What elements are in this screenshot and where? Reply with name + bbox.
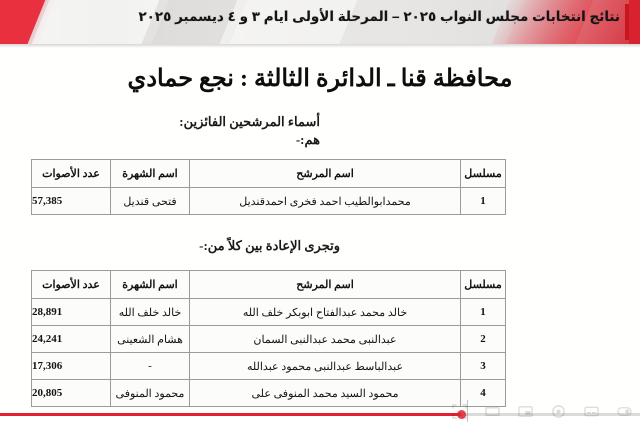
table-row: 2 عبدالنبى محمد عبدالنبى السمان هشام الش… [31, 325, 506, 353]
cell-candidate: محمود السيد محمد المنوفى على [189, 379, 461, 407]
cell-fame: هشام الشعينى [110, 325, 190, 353]
subtitles-icon[interactable] [584, 404, 599, 419]
miniplayer-icon[interactable] [518, 404, 533, 419]
winners-subheading: هم:- [295, 132, 320, 147]
banner-edge-bar-inner [625, 4, 629, 40]
theater-mode-icon[interactable] [485, 404, 500, 419]
header-candidate: اسم المرشح [189, 270, 461, 299]
header-votes: عدد الأصوات [31, 270, 111, 299]
header-votes: عدد الأصوات [31, 159, 111, 188]
results-banner: نتائج انتخابات مجلس النواب ٢٠٢٥ – المرحل… [0, 0, 640, 44]
page-title: محافظة قنا ـ الدائرة الثالثة : نجع حمادي [127, 66, 513, 92]
cell-candidate: عبدالباسط عبدالنبى محمود عبدالله [189, 352, 461, 380]
cell-votes: 20,805 [31, 379, 111, 407]
cell-fame: خالد خلف الله [110, 298, 190, 326]
document-page: محافظة قنا ـ الدائرة الثالثة : نجع حمادي… [0, 46, 640, 422]
banner-edge-bar [629, 0, 640, 44]
cell-seq: 3 [460, 352, 506, 380]
player-divider [467, 400, 468, 422]
winners-table-body: 1 محمدابوالطيب احمد فخرى احمدقنديل فتحى … [31, 187, 506, 215]
table-row: 3 عبدالباسط عبدالنبى محمود عبدالله - 17,… [31, 352, 506, 380]
winners-heading: أسماء المرشحين الفائزين: [179, 114, 320, 129]
cell-candidate: عبدالنبى محمد عبدالنبى السمان [189, 325, 461, 353]
cell-seq: 2 [460, 325, 506, 353]
cell-candidate: محمدابوالطيب احمد فخرى احمدقنديل [189, 187, 461, 215]
header-seq: مسلسل [460, 270, 506, 299]
table-header-row: مسلسل اسم المرشح اسم الشهرة عدد الأصوات [31, 159, 506, 188]
cell-seq: 1 [460, 187, 506, 215]
cell-votes: 17,306 [31, 352, 111, 380]
table-header-row: مسلسل اسم المرشح اسم الشهرة عدد الأصوات [31, 270, 506, 299]
cell-fame: فتحى قنديل [110, 187, 190, 215]
winners-table: مسلسل اسم المرشح اسم الشهرة عدد الأصوات … [31, 159, 506, 215]
cell-votes: 24,241 [31, 325, 111, 353]
header-fame: اسم الشهرة [110, 159, 190, 188]
cell-fame: - [110, 352, 190, 380]
runoff-table: مسلسل اسم المرشح اسم الشهرة عدد الأصوات … [31, 270, 506, 407]
autoplay-toggle-icon[interactable] [617, 404, 632, 419]
runoff-heading: وتجرى الإعادة بين كلاً من:- [199, 238, 340, 253]
cell-votes: 28,891 [31, 298, 111, 326]
table-row: 4 محمود السيد محمد المنوفى على محمود الم… [31, 379, 506, 407]
video-player-controls [452, 404, 632, 419]
banner-shadow [0, 44, 640, 48]
header-fame: اسم الشهرة [110, 270, 190, 299]
table-row: 1 محمدابوالطيب احمد فخرى احمدقنديل فتحى … [31, 187, 506, 215]
cell-seq: 1 [460, 298, 506, 326]
video-progress-bar[interactable] [0, 410, 640, 419]
runoff-table-body: 1 خالد محمد عبدالفتاح ابوبكر خلف الله خا… [31, 298, 506, 407]
cell-candidate: خالد محمد عبدالفتاح ابوبكر خلف الله [189, 298, 461, 326]
table-row: 1 خالد محمد عبدالفتاح ابوبكر خلف الله خا… [31, 298, 506, 326]
header-seq: مسلسل [460, 159, 506, 188]
cell-votes: 57,385 [31, 187, 111, 215]
video-progress-played [0, 413, 461, 416]
header-candidate: اسم المرشح [189, 159, 461, 188]
cell-seq: 4 [460, 379, 506, 407]
cell-fame: محمود المنوفى [110, 379, 190, 407]
video-progress-handle[interactable] [456, 410, 466, 419]
settings-gear-icon[interactable] [551, 404, 566, 419]
banner-title: نتائج انتخابات مجلس النواب ٢٠٢٥ – المرحل… [138, 9, 620, 24]
fullscreen-icon[interactable] [452, 404, 467, 419]
